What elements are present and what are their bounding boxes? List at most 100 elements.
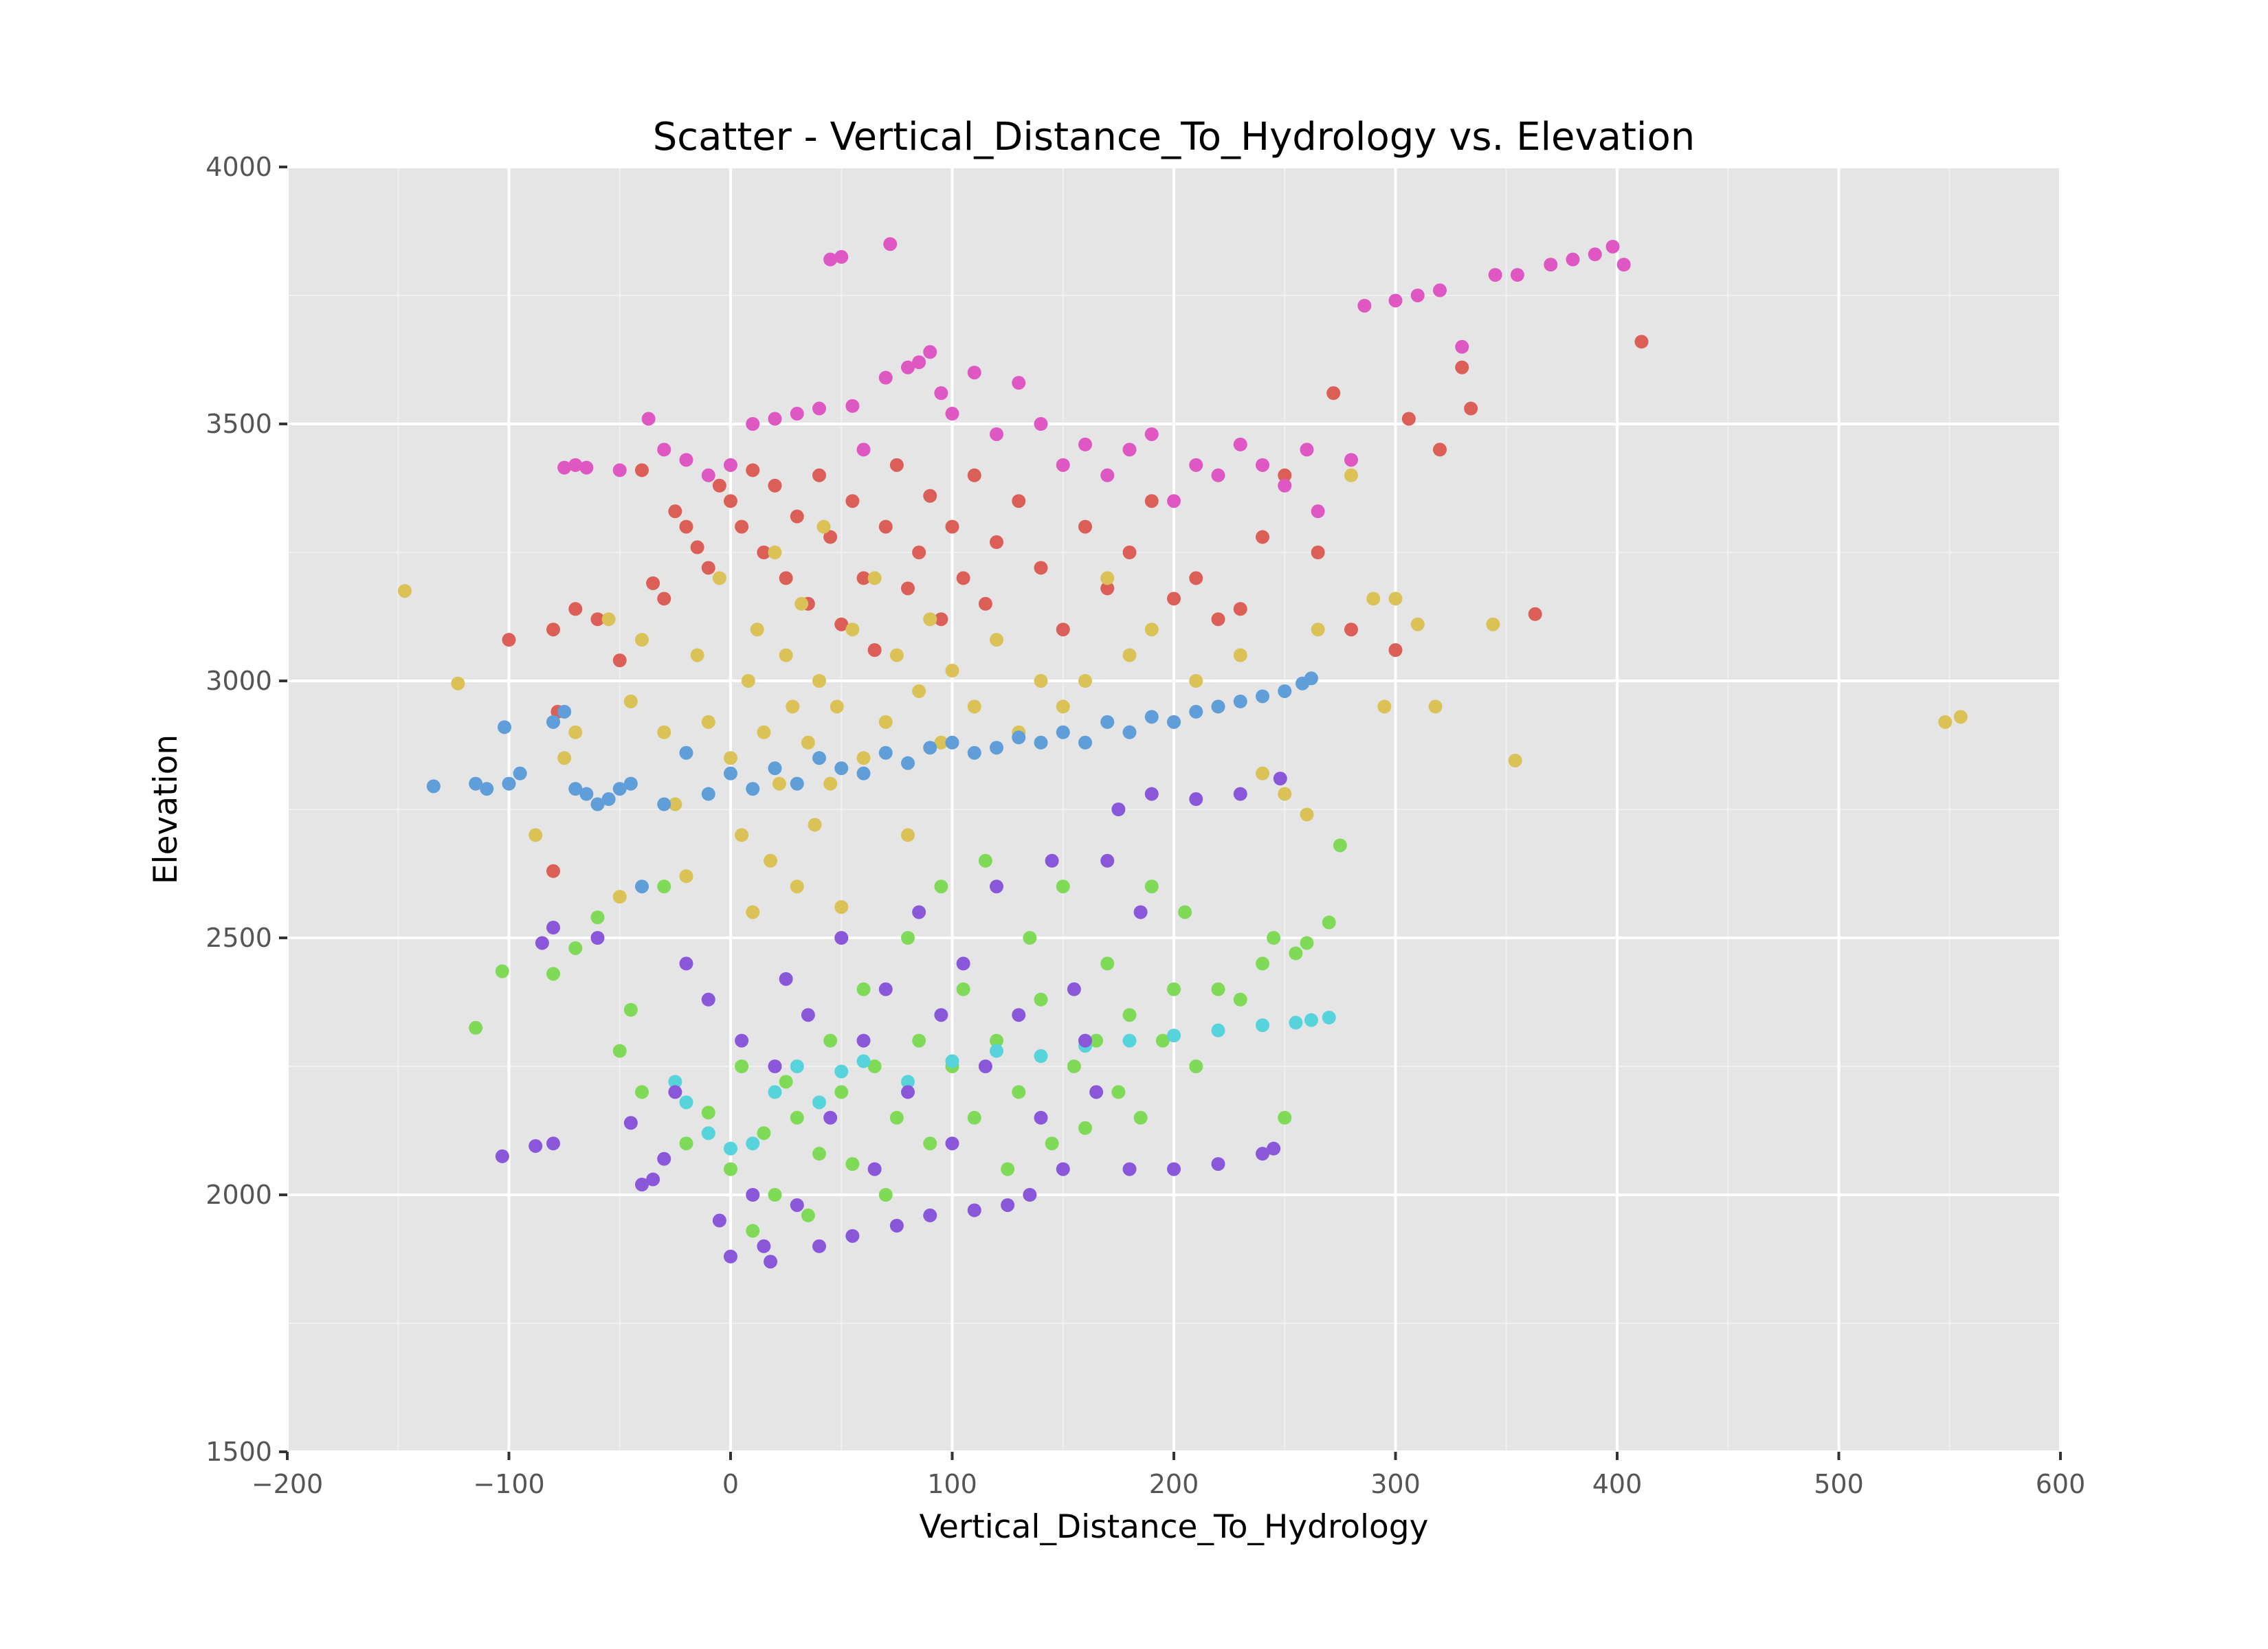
data-point — [901, 756, 915, 770]
data-point — [1488, 268, 1502, 282]
data-point — [635, 879, 649, 894]
data-point — [590, 797, 605, 811]
data-point — [657, 442, 671, 457]
data-point — [889, 1110, 904, 1125]
data-point — [495, 964, 509, 978]
data-point — [889, 1218, 904, 1233]
data-point — [668, 797, 682, 811]
data-point — [1278, 684, 1292, 698]
data-point — [1100, 715, 1115, 729]
data-point — [945, 407, 959, 421]
data-point — [1056, 1162, 1070, 1176]
data-point — [1333, 838, 1347, 853]
data-point — [502, 776, 516, 791]
chart-title: Scatter - Vertical_Distance_To_Hydrology… — [653, 115, 1695, 159]
data-point — [1428, 699, 1443, 714]
data-point — [757, 546, 771, 559]
data-point — [1078, 735, 1092, 750]
data-point — [746, 905, 760, 919]
data-point — [1122, 725, 1137, 739]
data-point — [1067, 1059, 1081, 1073]
data-point — [1311, 622, 1325, 637]
data-point — [1167, 592, 1181, 606]
data-point — [1012, 1085, 1026, 1099]
data-point — [1078, 674, 1092, 688]
y-axis-label: Elevation — [147, 734, 185, 884]
data-point — [1211, 468, 1225, 482]
data-point — [1388, 293, 1403, 308]
series-1 — [397, 468, 1968, 919]
data-point — [1045, 1136, 1059, 1151]
data-point — [1067, 982, 1081, 996]
data-point — [502, 633, 516, 647]
data-point — [834, 900, 849, 915]
data-point — [724, 1162, 737, 1176]
data-point — [1256, 1018, 1269, 1033]
data-point — [1189, 1059, 1203, 1073]
data-point — [498, 720, 512, 734]
data-point — [641, 412, 656, 426]
data-point — [635, 1085, 649, 1099]
data-point — [646, 1172, 660, 1187]
data-point — [834, 931, 849, 945]
data-point — [601, 612, 616, 627]
data-point — [1001, 1198, 1015, 1212]
axes: −200 −100 0 100 200 300 400 500 600 1500 2000 2500 3… — [205, 152, 2085, 1499]
data-point — [1012, 730, 1026, 745]
data-point — [878, 1188, 893, 1202]
data-point — [724, 494, 737, 508]
data-point — [812, 1239, 826, 1253]
data-point — [1167, 715, 1181, 729]
data-point — [845, 1229, 860, 1243]
data-point — [1211, 1157, 1225, 1171]
data-point — [1311, 504, 1325, 519]
data-point — [768, 761, 782, 776]
data-point — [1455, 339, 1469, 354]
data-point — [579, 460, 594, 475]
data-point — [923, 612, 937, 627]
data-point — [990, 1044, 1003, 1058]
data-point — [823, 1110, 838, 1125]
data-point — [945, 1054, 959, 1068]
data-point — [1616, 258, 1631, 272]
data-point — [426, 779, 441, 794]
data-point — [1122, 1008, 1137, 1022]
data-point — [1144, 427, 1159, 441]
data-point — [1344, 453, 1358, 467]
data-point — [889, 458, 904, 472]
data-point — [834, 761, 849, 776]
data-point — [845, 494, 860, 508]
data-point — [1566, 252, 1580, 267]
data-point — [856, 1033, 871, 1048]
data-point — [635, 1178, 649, 1192]
data-point — [934, 386, 948, 401]
data-point — [812, 401, 826, 416]
data-point — [623, 694, 638, 708]
data-point — [623, 1116, 638, 1130]
data-point — [1211, 982, 1225, 996]
data-point — [701, 787, 715, 801]
data-point — [990, 633, 1003, 647]
data-point — [1122, 1033, 1137, 1048]
data-point — [768, 1085, 782, 1099]
data-point — [757, 725, 771, 739]
data-point — [1256, 766, 1269, 781]
data-point — [845, 1157, 860, 1171]
data-point — [757, 1126, 771, 1141]
data-point — [1508, 753, 1522, 767]
data-point — [901, 1085, 915, 1099]
data-point — [679, 869, 693, 884]
data-point — [701, 561, 715, 575]
data-point — [867, 643, 882, 658]
data-point — [1401, 412, 1416, 426]
data-point — [1089, 1085, 1104, 1099]
data-point — [834, 617, 849, 631]
data-point — [1510, 268, 1524, 282]
data-point — [1304, 671, 1318, 686]
data-point — [923, 345, 937, 359]
data-point — [546, 967, 560, 981]
data-point — [657, 592, 671, 606]
data-point — [790, 407, 804, 421]
data-point — [823, 252, 838, 267]
data-point — [1189, 792, 1203, 807]
